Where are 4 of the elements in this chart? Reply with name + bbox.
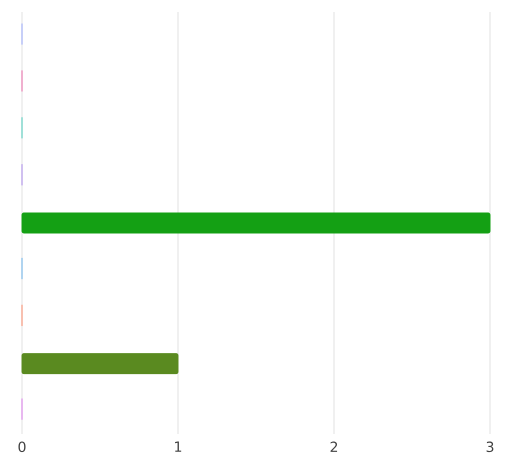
x-tick-label: 1 [175, 442, 182, 452]
x-tick-label: 2 [330, 442, 338, 452]
x-tick-label: 3 [486, 442, 494, 452]
x-tick-label: 0 [18, 442, 26, 452]
